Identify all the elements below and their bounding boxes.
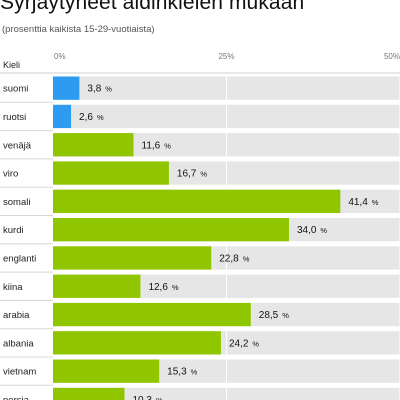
category-label: kiina <box>3 282 23 293</box>
bar <box>53 246 212 270</box>
data-label-unit: % <box>200 170 207 179</box>
bar <box>53 189 341 213</box>
data-label-unit: % <box>243 254 250 263</box>
category-label: persia <box>3 395 30 400</box>
chart-title: Syrjäytyneet äidinkielen mukaan <box>0 0 305 14</box>
bar <box>53 302 251 327</box>
data-label-unit: % <box>282 311 289 320</box>
bar <box>53 387 125 400</box>
bar <box>53 359 160 383</box>
category-header: Kieli <box>3 60 20 70</box>
data-label: 41,4 <box>348 197 368 208</box>
category-label: somali <box>3 197 30 208</box>
data-label-unit: % <box>252 339 259 348</box>
data-label: 2,6 <box>79 112 93 123</box>
data-label: 34,0 <box>297 225 317 236</box>
data-label: 3,8 <box>87 84 101 95</box>
data-label: 12,6 <box>148 282 168 293</box>
data-label: 22,8 <box>219 253 239 264</box>
x-tick-label: 25% <box>218 52 234 61</box>
x-tick-label: 50% <box>384 52 400 61</box>
data-label: 28,5 <box>259 310 279 321</box>
category-label: kurdi <box>3 225 24 236</box>
data-label: 16,7 <box>177 169 197 180</box>
data-label: 24,2 <box>229 338 249 349</box>
category-label: venäjä <box>3 140 32 151</box>
data-label: 10,3 <box>132 395 152 400</box>
data-label-unit: % <box>97 113 104 122</box>
bar <box>53 331 221 355</box>
bar <box>53 161 169 185</box>
data-label: 15,3 <box>167 367 187 378</box>
category-label: suomi <box>3 84 28 95</box>
category-label: ruotsi <box>3 112 26 123</box>
data-label-unit: % <box>105 85 112 94</box>
bar <box>53 218 289 242</box>
bar <box>53 104 72 129</box>
x-tick-label: 0% <box>54 52 66 61</box>
data-label: 11,6 <box>142 140 161 151</box>
category-label: arabia <box>3 310 30 321</box>
category-label: vietnam <box>3 367 36 378</box>
category-label: englanti <box>3 253 36 264</box>
data-label-unit: % <box>372 198 379 207</box>
data-label-unit: % <box>172 283 179 292</box>
chart-subtitle: (prosenttia kaikista 15-29-vuotiaista) <box>2 24 155 35</box>
data-label-unit: % <box>156 396 163 400</box>
bar <box>53 133 134 157</box>
data-label-unit: % <box>191 368 198 377</box>
category-label: albania <box>3 338 34 349</box>
bar <box>53 76 80 100</box>
category-label: viro <box>3 169 18 180</box>
data-label-unit: % <box>320 226 327 235</box>
data-label-unit: % <box>164 141 171 150</box>
bar <box>53 274 141 298</box>
